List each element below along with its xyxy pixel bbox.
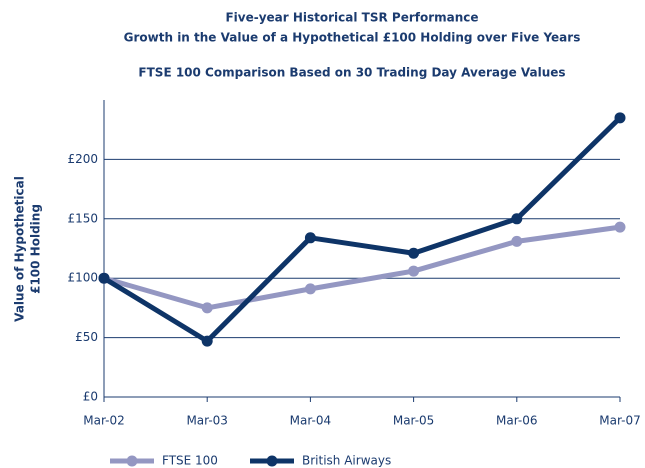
legend-label: FTSE 100	[162, 454, 218, 468]
y-tick-label: £50	[75, 330, 98, 344]
legend-label: British Airways	[302, 454, 391, 468]
chart-title: Five-year Historical TSR Performance	[225, 11, 478, 25]
legend-marker	[126, 455, 138, 467]
x-tick-label: Mar-07	[599, 414, 640, 428]
data-point	[408, 247, 420, 259]
y-tick-label: £100	[67, 271, 98, 285]
data-point	[511, 235, 523, 247]
legend-marker	[266, 455, 278, 467]
series-line	[102, 116, 622, 344]
y-axis-label: £100 Holding	[29, 204, 43, 294]
y-tick-label: £200	[67, 152, 98, 166]
x-tick-label: Mar-04	[290, 414, 331, 428]
chart-title: Growth in the Value of a Hypothetical £1…	[124, 31, 581, 45]
data-point	[304, 232, 316, 244]
x-tick-label: Mar-05	[393, 414, 434, 428]
data-point	[614, 112, 626, 124]
data-point	[304, 283, 316, 295]
x-tick-label: Mar-06	[496, 414, 537, 428]
series-line	[103, 224, 621, 311]
data-point	[201, 335, 213, 347]
data-point	[201, 302, 213, 314]
y-axis-label: Value of Hypothetical	[13, 176, 27, 322]
y-tick-label: £150	[67, 211, 98, 225]
data-point	[408, 265, 420, 277]
y-tick-label: £0	[83, 390, 98, 404]
x-tick-label: Mar-03	[186, 414, 227, 428]
data-point	[511, 213, 523, 225]
data-point	[614, 221, 626, 233]
data-point	[98, 272, 110, 284]
chart-subtitle: FTSE 100 Comparison Based on 30 Trading …	[138, 66, 565, 80]
x-tick-label: Mar-02	[83, 414, 124, 428]
